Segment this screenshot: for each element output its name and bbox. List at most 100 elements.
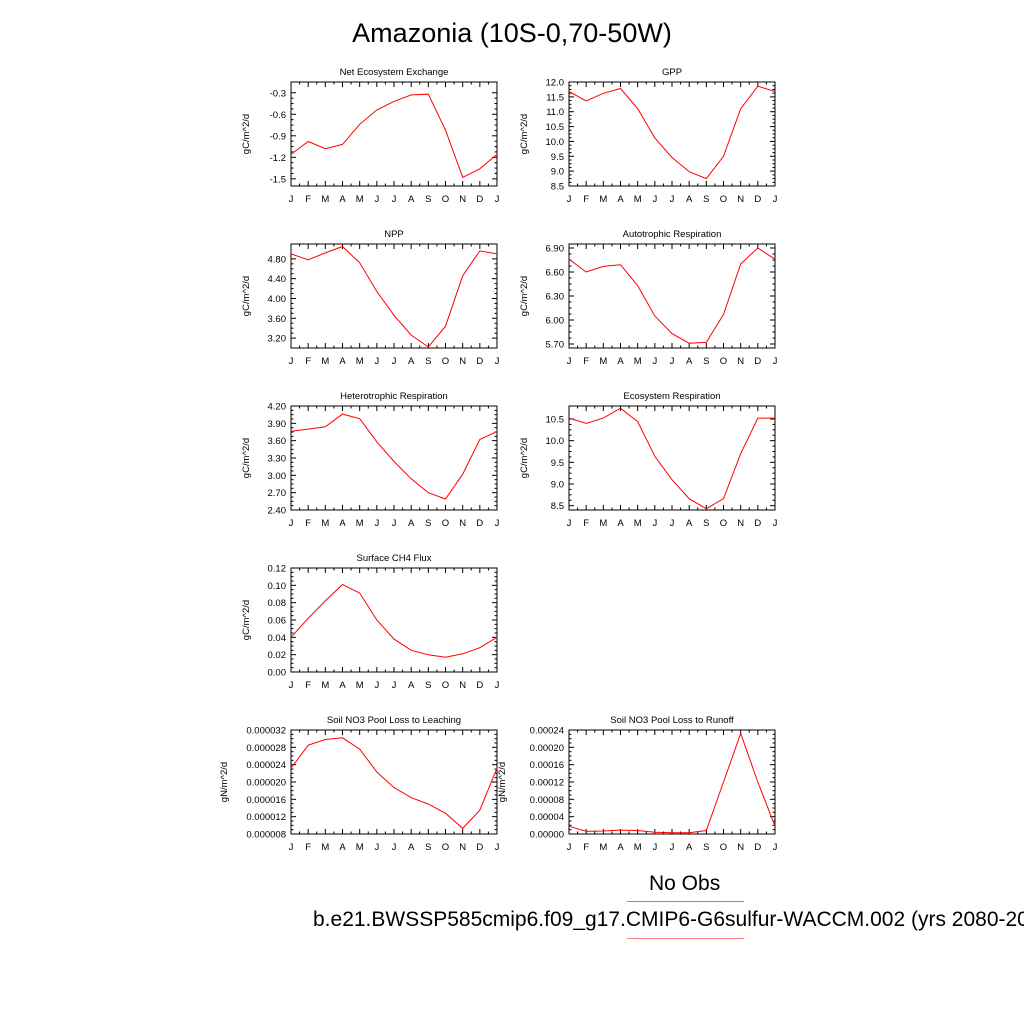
x-tick-label: O xyxy=(720,194,727,205)
y-tick-label: 6.00 xyxy=(546,316,565,327)
y-axis-label: gC/m^2/d xyxy=(241,438,252,478)
x-tick-label: F xyxy=(583,194,589,205)
x-tick-label: N xyxy=(737,518,744,529)
y-tick-label: 2.70 xyxy=(268,488,287,499)
x-tick-label: J xyxy=(670,842,675,853)
x-tick-label: M xyxy=(634,518,642,529)
x-tick-label: D xyxy=(476,356,483,367)
y-tick-label: 0.00016 xyxy=(530,760,564,771)
y-tick-label: 12.0 xyxy=(546,78,565,89)
y-tick-label: 0.000012 xyxy=(246,812,286,823)
x-tick-label: N xyxy=(459,680,466,691)
y-tick-label: 6.90 xyxy=(546,244,565,255)
x-tick-label: A xyxy=(408,194,415,205)
x-tick-label: A xyxy=(339,356,346,367)
x-tick-label: J xyxy=(652,842,657,853)
y-tick-label: 3.60 xyxy=(268,314,287,325)
plot-frame xyxy=(290,729,498,835)
x-tick-label: J xyxy=(652,518,657,529)
plot-frame xyxy=(568,405,776,511)
x-tick-label: F xyxy=(583,842,589,853)
y-tick-label: 10.5 xyxy=(546,122,565,133)
y-tick-label: 9.0 xyxy=(551,167,564,178)
x-tick-label: O xyxy=(442,842,449,853)
y-tick-label: 0.000024 xyxy=(246,760,286,771)
series-line xyxy=(290,245,498,348)
x-tick-label: A xyxy=(686,194,693,205)
series-line xyxy=(290,93,498,179)
x-tick-label: O xyxy=(720,518,727,529)
y-tick-label: -1.2 xyxy=(270,153,286,164)
panel-title: Ecosystem Respiration xyxy=(623,391,720,402)
x-tick-label: S xyxy=(425,194,431,205)
series-line xyxy=(290,583,498,658)
x-tick-label: M xyxy=(321,842,329,853)
series-line xyxy=(290,413,498,500)
x-tick-label: M xyxy=(321,680,329,691)
x-tick-label: F xyxy=(305,842,311,853)
y-tick-label: -0.9 xyxy=(270,131,286,142)
x-tick-label: J xyxy=(495,356,500,367)
panel-title: NPP xyxy=(384,229,404,240)
x-tick-label: J xyxy=(374,680,379,691)
x-tick-label: F xyxy=(583,518,589,529)
x-tick-label: A xyxy=(408,680,415,691)
y-axis-label: gC/m^2/d xyxy=(241,114,252,154)
x-tick-label: D xyxy=(476,842,483,853)
y-tick-label: 0.000032 xyxy=(246,726,286,737)
series-line xyxy=(568,407,775,510)
x-tick-label: J xyxy=(392,194,397,205)
x-tick-label: J xyxy=(495,518,500,529)
page-title: Amazonia (10S-0,70-50W) xyxy=(352,18,672,48)
y-tick-label: -1.5 xyxy=(270,174,286,185)
x-tick-label: D xyxy=(754,842,761,853)
x-tick-label: A xyxy=(617,842,624,853)
y-tick-label: 10.0 xyxy=(546,137,565,148)
x-tick-label: S xyxy=(703,842,709,853)
legend-case-label: b.e21.BWSSP585cmip6.f09_g17.CMIP6-G6sulf… xyxy=(313,908,1024,931)
y-tick-label: 0.00020 xyxy=(530,743,564,754)
series-line xyxy=(568,247,776,344)
x-tick-label: D xyxy=(476,518,483,529)
x-tick-label: M xyxy=(599,356,607,367)
x-tick-label: N xyxy=(459,518,466,529)
x-tick-label: M xyxy=(356,194,364,205)
x-tick-label: J xyxy=(374,518,379,529)
x-tick-label: N xyxy=(737,356,744,367)
x-tick-label: J xyxy=(289,356,294,367)
y-tick-label: 3.60 xyxy=(268,436,287,447)
y-tick-label: 3.90 xyxy=(268,419,287,430)
x-tick-label: M xyxy=(356,842,364,853)
x-tick-label: M xyxy=(321,356,329,367)
x-tick-label: S xyxy=(425,842,431,853)
x-tick-label: O xyxy=(720,842,727,853)
x-tick-label: A xyxy=(339,842,346,853)
y-tick-label: 0.02 xyxy=(268,650,287,661)
x-tick-label: O xyxy=(720,356,727,367)
x-tick-label: F xyxy=(583,356,589,367)
x-tick-label: J xyxy=(392,680,397,691)
panel-title: Surface CH4 Flux xyxy=(357,553,432,564)
x-tick-label: N xyxy=(459,356,466,367)
y-tick-label: 0.06 xyxy=(268,616,287,627)
y-tick-label: 0.000028 xyxy=(246,743,286,754)
y-tick-label: 0.00024 xyxy=(530,726,564,737)
y-tick-label: 6.30 xyxy=(546,292,565,303)
y-tick-label: 10.0 xyxy=(546,436,565,447)
panel-title: GPP xyxy=(662,67,682,78)
x-tick-label: J xyxy=(289,842,294,853)
y-tick-label: 4.40 xyxy=(268,274,287,285)
x-tick-label: S xyxy=(703,518,709,529)
x-tick-label: J xyxy=(392,356,397,367)
y-tick-label: 0.00000 xyxy=(530,830,564,841)
plot-frame xyxy=(568,81,776,187)
x-tick-label: A xyxy=(408,356,415,367)
y-tick-label: 0.00012 xyxy=(530,778,564,789)
y-tick-label: 0.000016 xyxy=(246,795,286,806)
